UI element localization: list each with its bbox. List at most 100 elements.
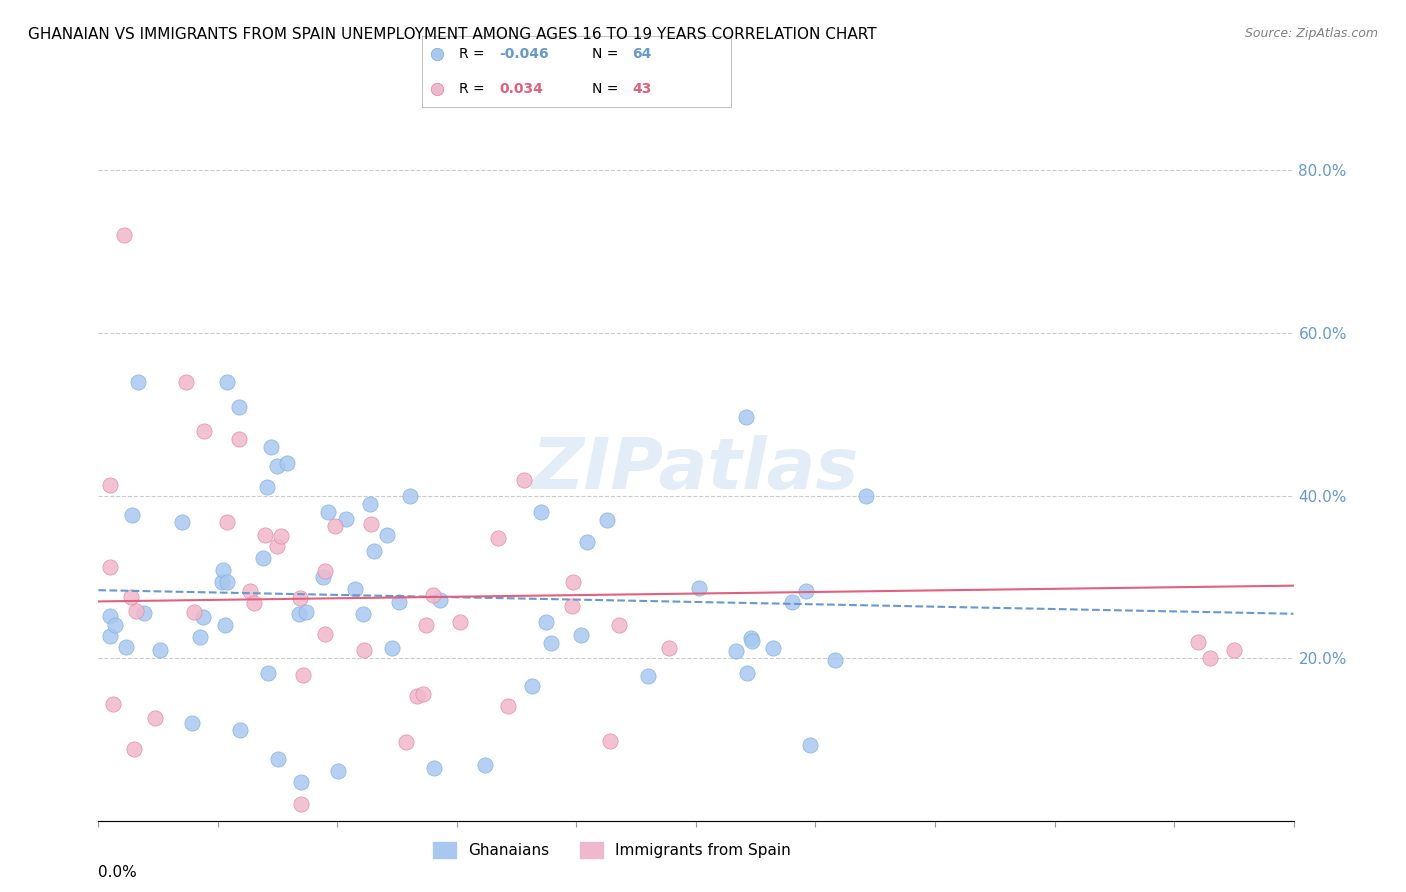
Point — [381, 641, 404, 656]
Point — [288, 591, 311, 606]
Point — [1187, 635, 1209, 649]
Point — [575, 535, 598, 549]
Point — [256, 480, 278, 494]
Point — [252, 550, 274, 565]
Point — [174, 375, 197, 389]
Point — [422, 588, 444, 602]
Point — [260, 440, 283, 454]
Point — [115, 640, 138, 655]
Point — [780, 594, 803, 608]
Point — [359, 497, 381, 511]
Point — [217, 575, 239, 590]
Point — [855, 489, 877, 503]
Point — [125, 604, 148, 618]
Point — [98, 629, 122, 643]
Text: 43: 43 — [633, 82, 651, 96]
Point — [512, 473, 534, 487]
Text: R =: R = — [458, 46, 489, 61]
Point — [243, 596, 266, 610]
Point — [291, 668, 314, 682]
Point — [276, 456, 298, 470]
Point — [522, 679, 544, 693]
Point — [486, 531, 509, 545]
Point — [388, 595, 411, 609]
Point — [426, 82, 449, 96]
Text: ZIPatlas: ZIPatlas — [533, 435, 859, 504]
Point — [270, 528, 292, 542]
Text: GHANAIAN VS IMMIGRANTS FROM SPAIN UNEMPLOYMENT AMONG AGES 16 TO 19 YEARS CORRELA: GHANAIAN VS IMMIGRANTS FROM SPAIN UNEMPL… — [28, 27, 877, 42]
Point — [412, 687, 434, 701]
Point — [98, 560, 122, 574]
Point — [405, 689, 427, 703]
Text: 64: 64 — [633, 46, 651, 61]
Text: N =: N = — [592, 46, 623, 61]
Point — [609, 618, 631, 632]
Point — [294, 606, 316, 620]
Point — [395, 735, 418, 749]
Point — [290, 797, 312, 812]
Point — [229, 723, 252, 738]
Point — [288, 607, 311, 621]
Point — [1223, 643, 1246, 657]
Text: 0.0%: 0.0% — [98, 864, 138, 880]
Point — [562, 574, 585, 589]
Point — [724, 643, 747, 657]
Point — [183, 605, 205, 619]
Point — [253, 528, 276, 542]
Point — [343, 582, 366, 596]
Point — [353, 643, 375, 657]
Point — [104, 618, 127, 632]
Point — [540, 636, 562, 650]
Point — [193, 424, 215, 438]
Text: Source: ZipAtlas.com: Source: ZipAtlas.com — [1244, 27, 1378, 40]
Point — [214, 618, 236, 632]
Point — [290, 774, 312, 789]
Point — [228, 432, 250, 446]
Point — [98, 608, 122, 623]
Point — [571, 628, 593, 642]
Point — [217, 375, 239, 389]
Point — [658, 641, 681, 656]
Point — [335, 512, 357, 526]
Point — [599, 734, 621, 748]
Point — [211, 574, 233, 589]
Point — [212, 563, 235, 577]
Point — [1199, 651, 1222, 665]
Point — [132, 607, 155, 621]
Point — [215, 515, 238, 529]
Point — [741, 634, 763, 648]
Point — [143, 711, 166, 725]
Text: R =: R = — [458, 82, 489, 96]
Point — [266, 459, 288, 474]
Point — [422, 761, 444, 775]
Point — [112, 228, 135, 243]
Point — [426, 46, 449, 61]
Point — [122, 742, 145, 756]
Point — [688, 582, 710, 596]
Point — [399, 489, 422, 503]
Point — [266, 540, 288, 554]
Point — [180, 715, 202, 730]
Point — [561, 599, 583, 614]
Point — [352, 607, 374, 621]
Text: 0.034: 0.034 — [499, 82, 543, 96]
Point — [761, 641, 783, 656]
Point — [415, 618, 437, 632]
Point — [530, 505, 553, 519]
Point — [496, 698, 519, 713]
Point — [172, 515, 194, 529]
Point — [267, 752, 290, 766]
Point — [228, 401, 250, 415]
Point — [596, 513, 619, 527]
Point — [474, 758, 496, 772]
Point — [328, 764, 350, 778]
Point — [191, 610, 214, 624]
Point — [740, 631, 762, 645]
Point — [799, 738, 821, 752]
Point — [257, 665, 280, 680]
Point — [824, 653, 846, 667]
Point — [314, 627, 336, 641]
Point — [323, 518, 346, 533]
Legend: Ghanaians, Immigrants from Spain: Ghanaians, Immigrants from Spain — [427, 836, 797, 864]
Point — [312, 569, 335, 583]
